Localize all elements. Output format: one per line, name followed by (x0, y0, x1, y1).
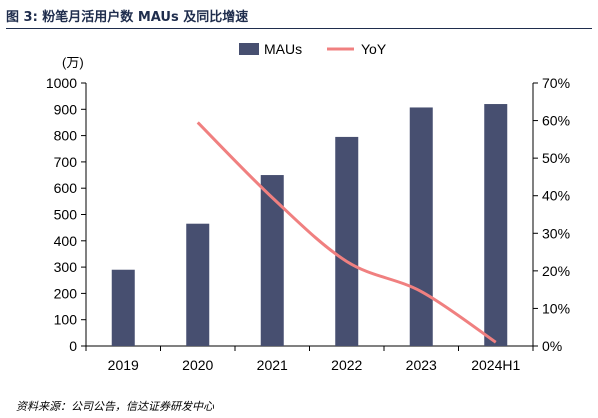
x-tick-label: 2019 (108, 357, 139, 373)
left-tick-label: 500 (54, 207, 78, 223)
left-tick-label: 300 (54, 259, 78, 275)
x-tick-label: 2023 (406, 357, 437, 373)
right-tick-label: 10% (542, 300, 570, 316)
left-tick-label: 1000 (46, 75, 77, 91)
left-tick-label: 400 (54, 233, 78, 249)
legend-label-maus: MAUs (264, 41, 302, 57)
legend: MAUs YoY (239, 41, 387, 57)
left-tick-label: 800 (54, 128, 78, 144)
x-tick-label: 2021 (257, 357, 288, 373)
left-tick-label: 600 (54, 180, 78, 196)
bar-maus (484, 104, 508, 346)
x-tick-label: 2020 (182, 357, 213, 373)
left-tick-label: 200 (54, 285, 78, 301)
left-tick-label: 900 (54, 101, 78, 117)
right-tick-label: 40% (542, 188, 570, 204)
bar-maus (186, 223, 210, 346)
left-tick-label: 100 (54, 312, 78, 328)
yoy-line (196, 121, 497, 344)
axes: 0 100 200 300 400 500 600 700 800 900 1000 0% 10% 20%… (46, 75, 570, 373)
legend-swatch-maus (239, 43, 259, 55)
title-divider (6, 28, 592, 29)
left-tick-label: 0 (69, 338, 77, 354)
bars (111, 104, 508, 346)
right-tick-label: 30% (542, 225, 570, 241)
left-tick-label: 700 (54, 154, 78, 170)
bar-maus (260, 175, 284, 346)
x-tick-label: 2022 (331, 357, 362, 373)
bar-maus (111, 269, 135, 346)
right-tick-label: 0% (542, 338, 562, 354)
right-tick-label: 60% (542, 113, 570, 129)
y-axis-unit: (万) (62, 55, 84, 70)
source-note: 资料来源：公司公告，信达证券研发中心 (16, 400, 214, 413)
bar-maus (335, 136, 359, 346)
right-tick-label: 20% (542, 263, 570, 279)
x-tick-label: 2024H1 (471, 357, 520, 373)
bar-maus (409, 107, 433, 346)
right-tick-label: 70% (542, 75, 570, 91)
right-tick-label: 50% (542, 150, 570, 166)
legend-label-yoy: YoY (361, 41, 387, 57)
figure-title: 图 3: 粉笔月活用户数 MAUs 及同比增速 (6, 10, 249, 25)
